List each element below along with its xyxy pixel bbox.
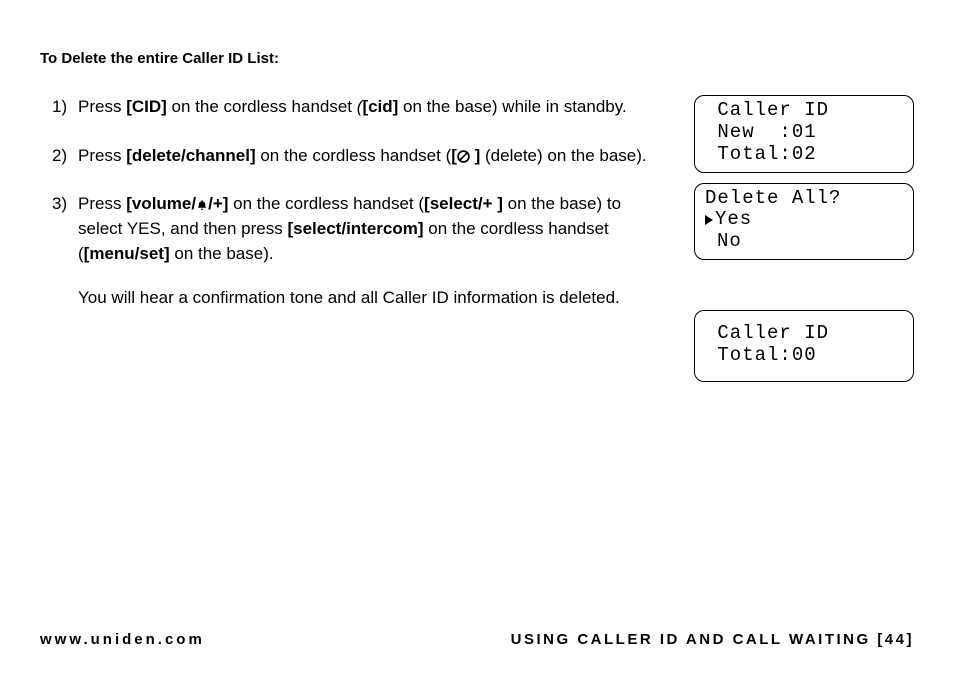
- lcd-text: Total:02: [705, 144, 817, 166]
- lcd-line: Caller ID: [705, 323, 903, 345]
- step-number: 2): [40, 144, 78, 169]
- instruction-step: 1)Press [CID] on the cordless handset ([…: [40, 95, 666, 120]
- lcd-text: New :01: [705, 122, 817, 144]
- instructions-list: 1)Press [CID] on the cordless handset ([…: [40, 95, 666, 392]
- step-body: Press [CID] on the cordless handset ([ci…: [78, 95, 666, 120]
- step-text-fragment: on the cordless handset (: [256, 146, 452, 165]
- cursor-icon: [705, 215, 713, 225]
- step-text-fragment: (delete) on the base).: [480, 146, 646, 165]
- instruction-step: 2)Press [delete/channel] on the cordless…: [40, 144, 666, 169]
- step-text-fragment: Press: [78, 146, 126, 165]
- lcd-line: Total:02: [705, 144, 903, 166]
- step-text-fragment: on the base) while in standby.: [398, 97, 626, 116]
- step-text-fragment: Press: [78, 194, 126, 213]
- lcd-screen: Caller ID Total:00: [694, 310, 914, 382]
- lcd-screen: Caller ID New :01 Total:02: [694, 95, 914, 173]
- step-number: 1): [40, 95, 78, 120]
- page-footer: www.uniden.com USING CALLER ID AND CALL …: [40, 631, 914, 648]
- step-followup: You will hear a confirmation tone and al…: [78, 286, 666, 311]
- lcd-text: Delete All?: [705, 188, 841, 210]
- lcd-line: New :01: [705, 122, 903, 144]
- key-label: [menu/set]: [84, 244, 170, 263]
- lcd-text: No: [717, 231, 742, 253]
- instruction-step: 3)Press [volume/ /+] on the cordless hand…: [40, 192, 666, 311]
- section-heading: To Delete the entire Caller ID List:: [40, 50, 914, 67]
- lcd-column: Caller ID New :01 Total:02 Delete All?Yes…: [694, 95, 914, 392]
- step-body: Press [delete/channel] on the cordless h…: [78, 144, 666, 169]
- key-label: [select/intercom]: [287, 219, 423, 238]
- key-label: [delete/channel]: [126, 146, 255, 165]
- lcd-line: No: [705, 231, 903, 253]
- key-label: [cid]: [362, 97, 398, 116]
- lcd-line: Caller ID: [705, 100, 903, 122]
- step-text: Press [delete/channel] on the cordless h…: [78, 144, 666, 169]
- footer-section-title: USING CALLER ID AND CALL WAITING [44]: [511, 631, 914, 648]
- key-label: [select/+ ]: [424, 194, 503, 213]
- lcd-screen: Delete All?YesNo: [694, 183, 914, 261]
- footer-url: www.uniden.com: [40, 631, 205, 648]
- lcd-text: Total:00: [705, 345, 817, 367]
- step-text-fragment: on the cordless handset: [167, 97, 357, 116]
- step-body: Press [volume/ /+] on the cordless handse…: [78, 192, 666, 311]
- cancel-icon: [457, 146, 470, 165]
- step-text: Press [volume/ /+] on the cordless handse…: [78, 192, 666, 266]
- content-row: 1)Press [CID] on the cordless handset ([…: [40, 95, 914, 392]
- step-text: Press [CID] on the cordless handset ([ci…: [78, 95, 666, 120]
- lcd-text: Caller ID: [705, 323, 829, 345]
- key-label: ]: [470, 146, 480, 165]
- key-label: /+]: [208, 194, 228, 213]
- step-text-fragment: Press: [78, 97, 126, 116]
- key-label: [volume/: [126, 194, 196, 213]
- key-label: [CID]: [126, 97, 167, 116]
- lcd-line: Delete All?: [705, 188, 903, 210]
- bell-icon: [196, 194, 208, 213]
- lcd-text: Yes: [715, 209, 752, 231]
- step-text-fragment: on the base).: [170, 244, 274, 263]
- step-text-fragment: on the cordless handset (: [228, 194, 424, 213]
- lcd-text: Caller ID: [705, 100, 829, 122]
- step-number: 3): [40, 192, 78, 311]
- lcd-line: Yes: [705, 209, 903, 231]
- lcd-line: Total:00: [705, 345, 903, 367]
